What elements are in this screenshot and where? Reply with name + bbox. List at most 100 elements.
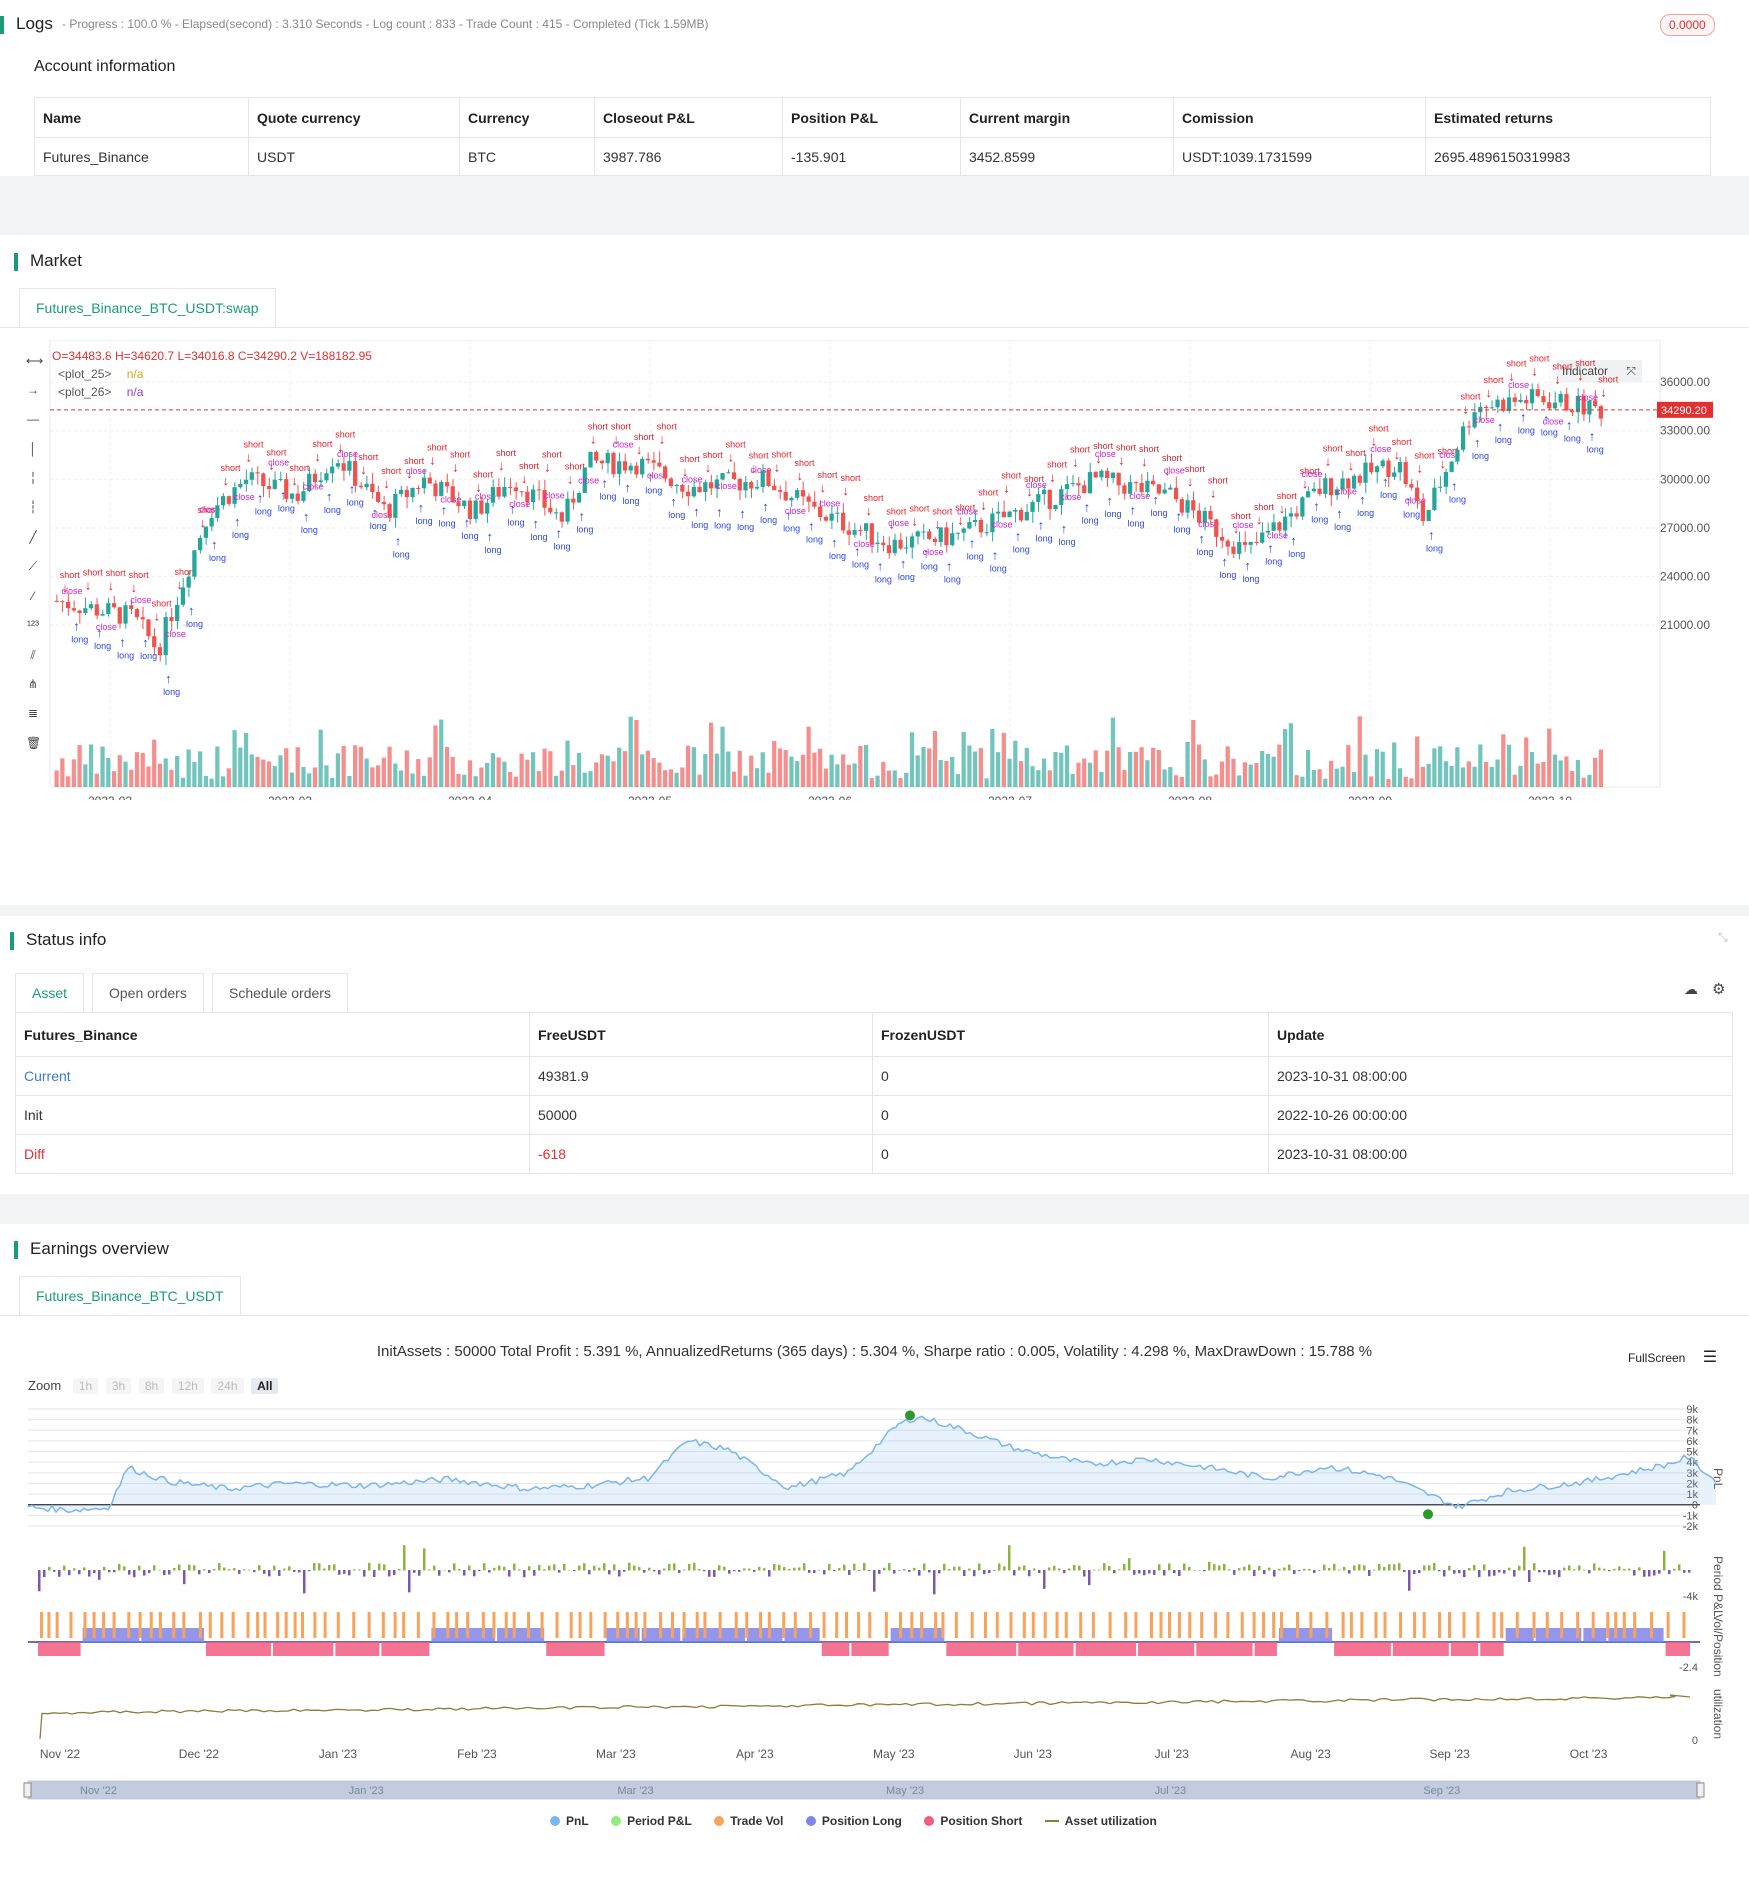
candlestick-chart[interactable]: 36000.0033000.0030000.0027000.0024000.00… [0, 340, 1749, 800]
period-pnl-axis-title: Period P&L [1711, 1556, 1725, 1617]
tab-schedule-orders[interactable]: Schedule orders [212, 973, 348, 1012]
candle-body [898, 539, 903, 549]
signal-long-label: long [760, 515, 777, 525]
signal-short-arrow: ↓ [1049, 469, 1056, 484]
signal-long-label: long [852, 560, 869, 570]
legend-position-short[interactable]: Position Short [924, 1814, 1022, 1828]
trade-vol-bar [393, 1612, 397, 1638]
candle-body [651, 460, 656, 463]
candle-body [71, 608, 76, 611]
period-pnl-bar [1428, 1565, 1431, 1571]
vertical-segment-icon[interactable]: ┆ [29, 500, 37, 514]
period-pnl-bar [1108, 1565, 1111, 1571]
volume-bar [984, 778, 989, 787]
indicator-button[interactable]: Indicator ⤧ [1556, 360, 1642, 382]
period-pnl-bar [443, 1569, 446, 1571]
period-pnl-bar [238, 1570, 241, 1574]
tab-market-symbol[interactable]: Futures_Binance_BTC_USDT:swap [19, 288, 276, 327]
candle-body [869, 523, 874, 545]
volume-bar [812, 752, 817, 787]
extended-line-icon[interactable]: ⁄ [31, 589, 34, 603]
period-pnl-bar [983, 1570, 986, 1575]
trade-vol-bar [1500, 1612, 1504, 1638]
zoom-all-button[interactable]: All [251, 1378, 279, 1394]
trade-vol-bar [1240, 1612, 1244, 1638]
horizontal-ray-icon[interactable]: → [27, 383, 39, 397]
period-pnl-bar [958, 1566, 961, 1571]
trash-icon[interactable]: 🗑 [26, 736, 42, 750]
collapse-icon[interactable]: ⤡ [1718, 930, 1728, 944]
market-title: Market [14, 251, 82, 271]
period-pnl-bar [418, 1570, 421, 1576]
signal-close-label: close [1267, 530, 1288, 540]
asset-row-label[interactable]: Current [15, 1056, 530, 1096]
volume-bar [932, 731, 938, 787]
signal-long-label: long [737, 522, 754, 532]
parallel-channel-icon[interactable]: ⫽ [30, 648, 36, 662]
tab-asset[interactable]: Asset [15, 973, 85, 1012]
period-pnl-bar [543, 1569, 546, 1571]
legend-position-long[interactable]: Position Long [805, 1814, 902, 1828]
signal-short-arrow: ↓ [1600, 385, 1607, 400]
settings-gear-icon[interactable]: ⚙ [1712, 981, 1726, 998]
crosshair-icon[interactable]: ⟷ [26, 354, 44, 368]
legend-period-pnl[interactable]: Period P&L [611, 1814, 692, 1828]
volume-bar [1449, 765, 1454, 787]
trade-vol-bar [1622, 1612, 1626, 1638]
period-pnl-bar [743, 1568, 746, 1571]
signal-short-arrow: ↓ [1095, 451, 1102, 466]
signal-long-label: long [553, 542, 570, 552]
volume-bar [1575, 760, 1581, 787]
period-pnl-bar [623, 1570, 626, 1572]
tab-earnings-symbol[interactable]: Futures_Binance_BTC_USDT [19, 1276, 241, 1315]
horizontal-line-icon[interactable]: — [27, 412, 39, 426]
period-pnl-bar [1493, 1570, 1496, 1576]
candle-body [1489, 407, 1494, 409]
candle-body [1214, 519, 1219, 537]
period-pnl-bar [833, 1570, 836, 1572]
account-cell: 3452.8599 [960, 137, 1174, 176]
zoom-8h-button[interactable]: 8h [138, 1378, 165, 1394]
menu-icon[interactable]: ☰ [1702, 1349, 1718, 1366]
fullscreen-button[interactable]: FullScreen ☰ [1628, 1347, 1717, 1367]
signal-long-arrow: ↑ [808, 518, 815, 533]
trade-vol-bar [616, 1612, 620, 1638]
trade-vol-bar [352, 1612, 356, 1638]
volume-bar [1036, 770, 1041, 787]
volume-bar [1013, 740, 1018, 787]
period-pnl-bar [163, 1570, 166, 1576]
pitchfork-icon[interactable]: ⋔ [27, 677, 39, 691]
tab-open-orders[interactable]: Open orders [92, 973, 204, 1012]
trend-line-icon[interactable]: ╱ [29, 530, 37, 544]
signal-long-arrow: ↑ [257, 491, 264, 506]
legend-asset-utilization[interactable]: Asset utilization [1044, 1814, 1157, 1828]
volume-bar [1558, 760, 1563, 787]
period-pnl-bar [703, 1570, 706, 1572]
zoom-24h-button[interactable]: 24h [211, 1378, 244, 1394]
price-label-icon[interactable]: ¹²³ [27, 618, 39, 632]
legend-pnl[interactable]: PnL [550, 1814, 589, 1828]
zoom-1h-button[interactable]: 1h [72, 1378, 99, 1394]
vertical-ray-icon[interactable]: ╎ [29, 471, 37, 485]
period-pnl-bar [213, 1569, 216, 1571]
candle-body [961, 528, 966, 533]
signal-long-label: long [1219, 570, 1236, 580]
signal-long-arrow: ↑ [1130, 502, 1137, 517]
candle-body [1185, 500, 1190, 513]
fib-levels-icon[interactable]: ≣ [27, 706, 39, 720]
candle-body [83, 608, 88, 614]
candle-body [760, 470, 765, 487]
volume-bar [1426, 763, 1431, 787]
zoom-3h-button[interactable]: 3h [105, 1378, 132, 1394]
signal-close-label: close [991, 520, 1012, 530]
legend-trade-vol[interactable]: Trade Vol [714, 1814, 783, 1828]
cloud-download-icon[interactable]: ☁ [1684, 981, 1698, 997]
vertical-line-icon[interactable]: │ [29, 442, 37, 456]
period-pnl-bar [1633, 1570, 1636, 1576]
zoom-12h-button[interactable]: 12h [171, 1378, 204, 1394]
ray-line-icon[interactable]: ⟋ [28, 559, 38, 573]
period-pnl-bar [603, 1563, 606, 1571]
position-long-block [1505, 1628, 1534, 1642]
volume-bar [749, 755, 754, 787]
